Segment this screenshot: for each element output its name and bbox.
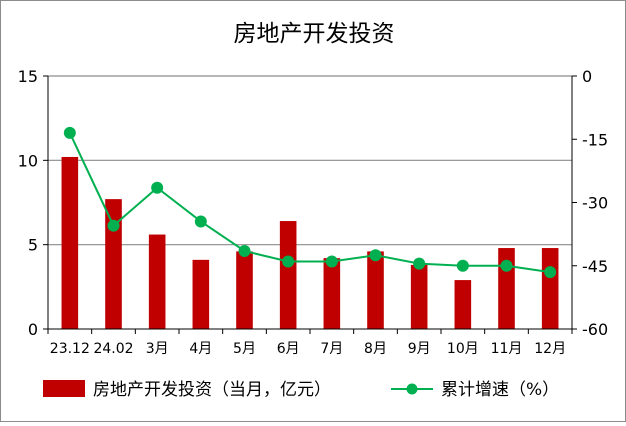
- series-line: [68, 132, 551, 274]
- line-point: [151, 181, 164, 194]
- bar: [410, 264, 428, 329]
- legend-line-label: 累计增速（%）: [441, 380, 559, 400]
- line-point: [544, 266, 557, 279]
- x-tick-label: 3月: [146, 341, 169, 357]
- bar: [148, 234, 166, 329]
- bar: [192, 259, 210, 329]
- x-tick-label: 9月: [408, 341, 431, 357]
- line-point: [282, 255, 295, 268]
- x-tick-label: 7月: [320, 341, 343, 357]
- line-point: [413, 257, 426, 270]
- bar: [454, 280, 472, 329]
- x-tick-label: 8月: [364, 341, 387, 357]
- right-tick-label: -60: [582, 320, 608, 339]
- right-tick-label: 0: [582, 67, 592, 86]
- legend-bar-label: 房地产开发投资（当月，亿元）: [93, 380, 331, 400]
- left-tick-label: 15: [18, 67, 38, 86]
- left-tick-label: 5: [28, 236, 38, 255]
- right-tick-label: -45: [582, 257, 608, 276]
- legend-bar-swatch: [43, 380, 85, 397]
- x-tick-label: 23.12: [50, 341, 90, 357]
- x-tick-label: 10月: [447, 341, 479, 357]
- x-tick-label: 5月: [233, 341, 256, 357]
- legend-line-marker: [406, 383, 418, 395]
- bar: [279, 221, 297, 329]
- x-tick-label: 24.02: [93, 341, 133, 357]
- line-point: [63, 126, 76, 139]
- x-tick-label: 6月: [277, 341, 300, 357]
- line-point: [456, 259, 469, 272]
- left-tick-label: 0: [28, 320, 38, 339]
- line-point: [107, 219, 120, 232]
- right-tick-label: -30: [582, 194, 608, 213]
- x-tick-label: 11月: [491, 341, 523, 357]
- line-point: [500, 259, 513, 272]
- left-tick-label: 10: [18, 151, 38, 170]
- line-point: [194, 215, 207, 228]
- bar: [323, 258, 341, 329]
- legend: 房地产开发投资（当月，亿元） 累计增速（%）: [43, 380, 559, 400]
- chart-title: 房地产开发投资: [234, 21, 395, 47]
- bar: [367, 251, 384, 329]
- x-tick-label: 4月: [189, 341, 212, 357]
- bar: [61, 156, 79, 329]
- bar: [541, 248, 559, 329]
- bar: [105, 199, 122, 329]
- line-point: [369, 249, 382, 262]
- right-tick-label: -15: [582, 130, 608, 149]
- x-tick-label: 12月: [534, 341, 566, 357]
- line-point: [325, 255, 338, 268]
- bar: [236, 251, 253, 329]
- line-point: [238, 244, 251, 257]
